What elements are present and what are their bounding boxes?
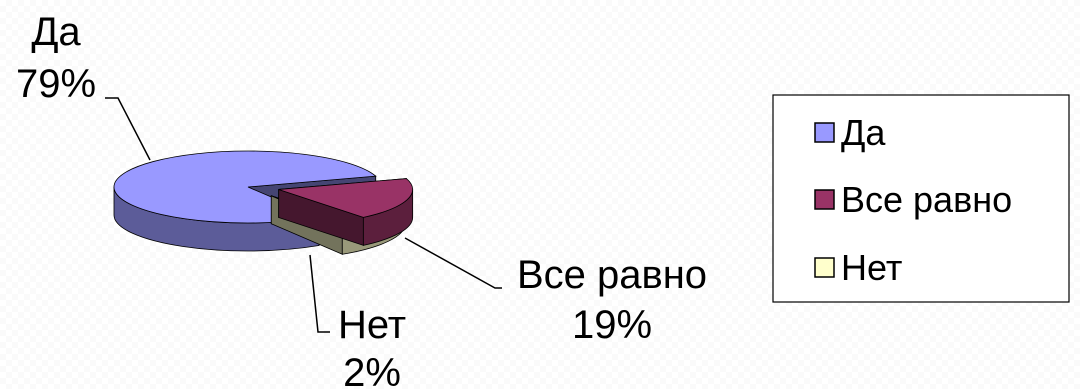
data-label-vse-ravno-name: Все равно (517, 253, 707, 297)
legend: Да Все равно Нет (772, 94, 1070, 303)
legend-swatch-net (814, 257, 835, 278)
pie-slice-top-vse-ravno (278, 178, 414, 218)
pie-slice-top-da (113, 150, 377, 224)
legend-label-vse-ravno: Все равно (841, 179, 1012, 220)
pie-slice-vse-ravno (278, 178, 414, 246)
data-label-net-name: Нет (338, 303, 406, 347)
leader-line-vse-ravno (404, 237, 502, 289)
data-label-da-name: Да (31, 10, 81, 54)
pie-plot-area (113, 150, 414, 255)
data-label-da-value: 79% (16, 62, 96, 106)
leader-line-da (105, 97, 151, 161)
legend-swatch-da (814, 122, 835, 143)
legend-label-da: Да (841, 112, 886, 153)
legend-swatch-vse-ravno (814, 189, 835, 210)
data-label-net-value: 2% (343, 351, 401, 389)
legend-label-net: Нет (841, 247, 902, 288)
leader-line-net (309, 254, 330, 333)
data-label-vse-ravno-value: 19% (572, 303, 652, 347)
